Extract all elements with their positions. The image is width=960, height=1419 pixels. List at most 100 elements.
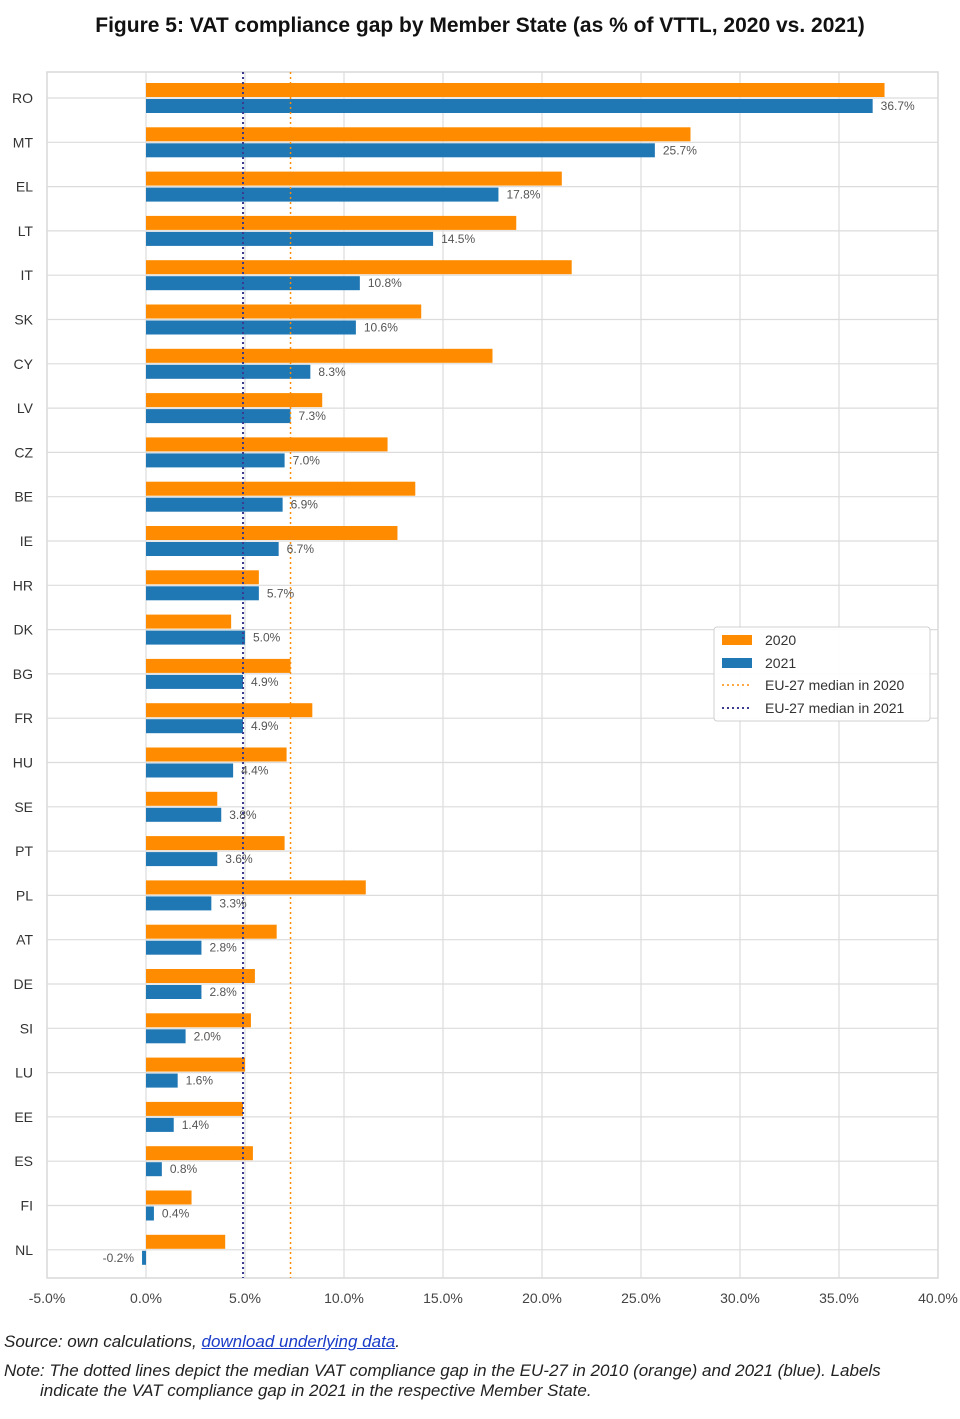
bar-2020 [146,1013,251,1028]
note-line-2: indicate the VAT compliance gap in 2021 … [40,1381,592,1400]
bar-2020 [146,215,517,230]
bar-2020 [146,836,285,851]
bar-2020 [146,304,422,319]
bar-2020 [146,1057,245,1072]
category-label: CY [14,356,34,372]
bar-2021 [146,630,245,645]
category-label: FI [21,1198,33,1214]
x-tick-label: 15.0% [423,1290,463,1306]
data-label: 2.8% [209,985,237,999]
category-label: LT [18,223,34,239]
data-label: 36.7% [881,99,915,113]
data-label: 10.6% [364,321,398,335]
data-label: 25.7% [663,143,697,157]
source-suffix: . [395,1332,400,1351]
data-label: 4.9% [251,675,279,689]
bar-2021 [146,143,655,158]
bar-2021 [146,852,218,867]
bar-2021 [146,807,222,822]
category-label: RO [12,90,33,106]
bar-2021 [146,940,202,955]
bar-2021 [146,99,873,113]
download-data-link[interactable]: download underlying data [201,1332,396,1351]
bar-2020 [146,924,277,939]
bar-2020 [146,791,218,806]
bar-2020 [146,747,287,762]
category-label: IT [21,267,34,283]
category-label: LV [17,400,34,416]
bar-2020 [146,570,259,585]
data-label: 4.4% [241,764,269,778]
bar-2021 [146,453,285,468]
bar-2021 [146,763,234,778]
category-label: NL [15,1242,33,1258]
data-label: 3.6% [225,852,253,866]
category-label: SI [20,1020,33,1036]
legend-label-2020: 2020 [765,632,796,648]
category-label: DE [14,976,33,992]
grid-lines [46,72,939,1278]
bar-2020 [146,969,255,983]
data-label: 14.5% [441,232,475,246]
category-label: EL [16,179,33,195]
category-label: CZ [14,444,33,460]
median-lines [242,72,292,1278]
category-label: MT [13,134,34,150]
category-label: BG [13,666,33,682]
source-note: Source: own calculations, download under… [4,1332,400,1352]
bar-2021 [146,320,356,335]
bar-2021 [146,985,202,999]
category-label: HR [13,577,33,593]
data-label: 1.6% [186,1074,214,1088]
x-tick-label: 25.0% [621,1290,661,1306]
source-prefix: Source: own calculations, [4,1332,202,1351]
bar-2021 [146,1162,162,1177]
category-labels: RO MT EL LT IT SK CY LV CZ BE IE HR DK BG FR HU SE PT PL AT… [12,90,34,1258]
category-label: BE [14,489,33,505]
bar-2021 [146,542,279,556]
data-labels: 36.7% 25.7% 17.8% 14.5% 10.8% 10.6% 8.3% 7.3% 7.… [103,99,915,1265]
data-label: 4.9% [251,719,279,733]
x-tick-label: 30.0% [720,1290,760,1306]
category-label: ES [14,1153,33,1169]
data-label: 0.8% [170,1162,198,1176]
bar-2020 [146,437,388,452]
data-label: 2.0% [194,1029,222,1043]
category-label: IE [20,533,33,549]
category-label: HU [13,755,33,771]
category-label: FR [14,710,33,726]
category-label: EE [14,1109,33,1125]
chart-title: Figure 5: VAT compliance gap by Member S… [95,14,865,37]
bar-2020 [146,127,691,142]
bar-2021 [146,364,311,379]
bar-2021 [146,187,499,202]
bar-2020 [146,481,416,496]
category-label: DK [14,622,34,638]
bar-2021 [142,1250,146,1265]
category-label: SE [14,799,33,815]
data-label: 5.0% [253,631,281,645]
legend-swatch-2020 [722,635,752,645]
legend: 2020 2021 EU-27 median in 2020 EU-27 med… [713,626,931,722]
bar-2021 [146,586,259,601]
x-tick-label: 40.0% [918,1290,958,1306]
x-axis-tick-labels: -5.0% 0.0% 5.0% 10.0% 15.0% 20.0% 25.0% 30.0% 35… [29,1290,958,1306]
bar-2021 [146,1206,154,1221]
bar-2020 [146,880,366,895]
bar-2021 [146,1117,174,1132]
category-label: SK [14,312,33,328]
data-label: 17.8% [506,188,540,202]
bar-2020 [146,526,398,540]
bar-2021 [146,409,291,424]
x-tick-label: 0.0% [130,1290,162,1306]
data-label: 7.3% [299,409,327,423]
bar-2020 [146,260,572,275]
bar-2021 [146,1073,178,1088]
bar-2021 [146,719,244,734]
bar-2020 [146,393,323,408]
bar-2020 [146,703,313,718]
data-label: -0.2% [103,1251,135,1265]
bar-2020 [146,171,562,186]
bar-2021 [146,497,283,512]
chart-note: Note: The dotted lines depict the median… [4,1361,944,1401]
